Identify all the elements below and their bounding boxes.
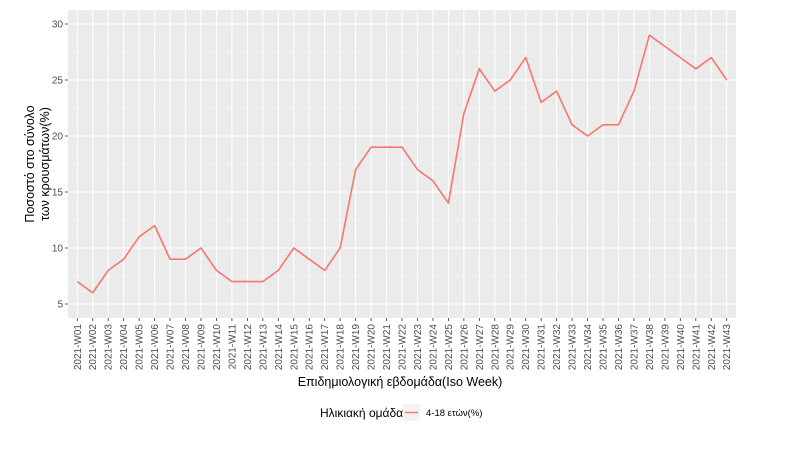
y-tick-label: 25 (52, 76, 64, 87)
x-tick-label: 2021-W17 (320, 324, 331, 371)
x-tick-label: 2021-W43 (722, 324, 733, 371)
x-tick-label: 2021-W05 (135, 324, 146, 371)
x-tick-label: 2021-W42 (707, 324, 718, 371)
x-tick-label: 2021-W29 (506, 324, 517, 371)
x-axis-ticks: 2021-W01 2021-W02 2021-W03 2021-W04 2021-W05… (73, 318, 733, 370)
x-tick-label: 2021-W18 (336, 324, 347, 371)
x-tick-label: 2021-W30 (521, 324, 532, 371)
x-tick-label: 2021-W08 (181, 324, 192, 371)
series-line (76, 34, 728, 294)
x-tick-label: 2021-W25 (444, 324, 455, 371)
x-tick-label: 2021-W37 (629, 324, 640, 371)
x-tick-label: 2021-W11 (227, 324, 238, 370)
y-tick-label: 10 (52, 244, 64, 255)
x-tick-label: 2021-W20 (367, 324, 378, 371)
legend-item-label: 4-18 ετών(%) (426, 408, 482, 419)
y-axis-title-line-2: των κρουσμάτων(%) (38, 107, 52, 221)
x-tick-label: 2021-W26 (459, 324, 470, 371)
x-tick-label: 2021-W23 (413, 324, 424, 371)
x-tick-label: 2021-W41 (691, 324, 702, 371)
x-tick-label: 2021-W12 (243, 324, 254, 371)
x-tick-label: 2021-W09 (196, 324, 207, 371)
x-tick-label: 2021-W36 (614, 324, 625, 371)
x-tick-label: 2021-W35 (599, 324, 610, 371)
x-tick-label: 2021-W38 (645, 324, 656, 371)
x-tick-label: 2021-W03 (104, 324, 115, 371)
x-tick-label: 2021-W34 (583, 324, 594, 371)
x-tick-label: 2021-W15 (289, 324, 300, 371)
y-tick-label: 30 (52, 20, 64, 31)
x-tick-label: 2021-W04 (119, 324, 130, 371)
y-axis-title-line-1: Ποσοστό στο σύνολο (23, 105, 37, 222)
x-tick-label: 2021-W13 (258, 324, 269, 371)
x-tick-label: 2021-W07 (166, 324, 177, 371)
x-tick-label: 2021-W22 (398, 324, 409, 371)
x-tick-label: 2021-W24 (428, 324, 439, 371)
grid-major (68, 10, 736, 318)
x-tick-label: 2021-W14 (274, 324, 285, 371)
x-tick-label: 2021-W40 (676, 324, 687, 371)
x-tick-label: 2021-W32 (552, 324, 563, 371)
x-tick-label: 2021-W01 (73, 324, 84, 371)
legend: Ηλικιακή ομάδα 4-18 ετών(%) (320, 404, 482, 421)
series-lines (76, 34, 728, 294)
x-tick-label: 2021-W27 (475, 324, 486, 371)
y-tick-label: 15 (52, 188, 64, 199)
y-tick-label: 20 (52, 132, 64, 143)
y-tick-label: 5 (57, 300, 63, 311)
y-axis-title: Ποσοστό στο σύνολο των κρουσμάτων(%) (23, 105, 52, 222)
x-tick-label: 2021-W21 (382, 324, 393, 371)
x-tick-label: 2021-W02 (88, 324, 99, 371)
x-tick-label: 2021-W28 (490, 324, 501, 371)
x-tick-label: 2021-W10 (212, 324, 223, 371)
x-tick-label: 2021-W39 (660, 324, 671, 371)
legend-title: Ηλικιακή ομάδα (320, 406, 403, 420)
x-tick-label: 2021-W19 (351, 324, 362, 371)
x-tick-label: 2021-W33 (568, 324, 579, 371)
x-tick-label: 2021-W06 (150, 324, 161, 371)
y-axis-ticks: 5 10 15 20 25 30 (52, 20, 68, 311)
x-tick-label: 2021-W16 (305, 324, 316, 371)
x-tick-label: 2021-W31 (537, 324, 548, 371)
x-axis-title: Επιδημιολογική εβδομάδα(Iso Week) (298, 375, 503, 389)
